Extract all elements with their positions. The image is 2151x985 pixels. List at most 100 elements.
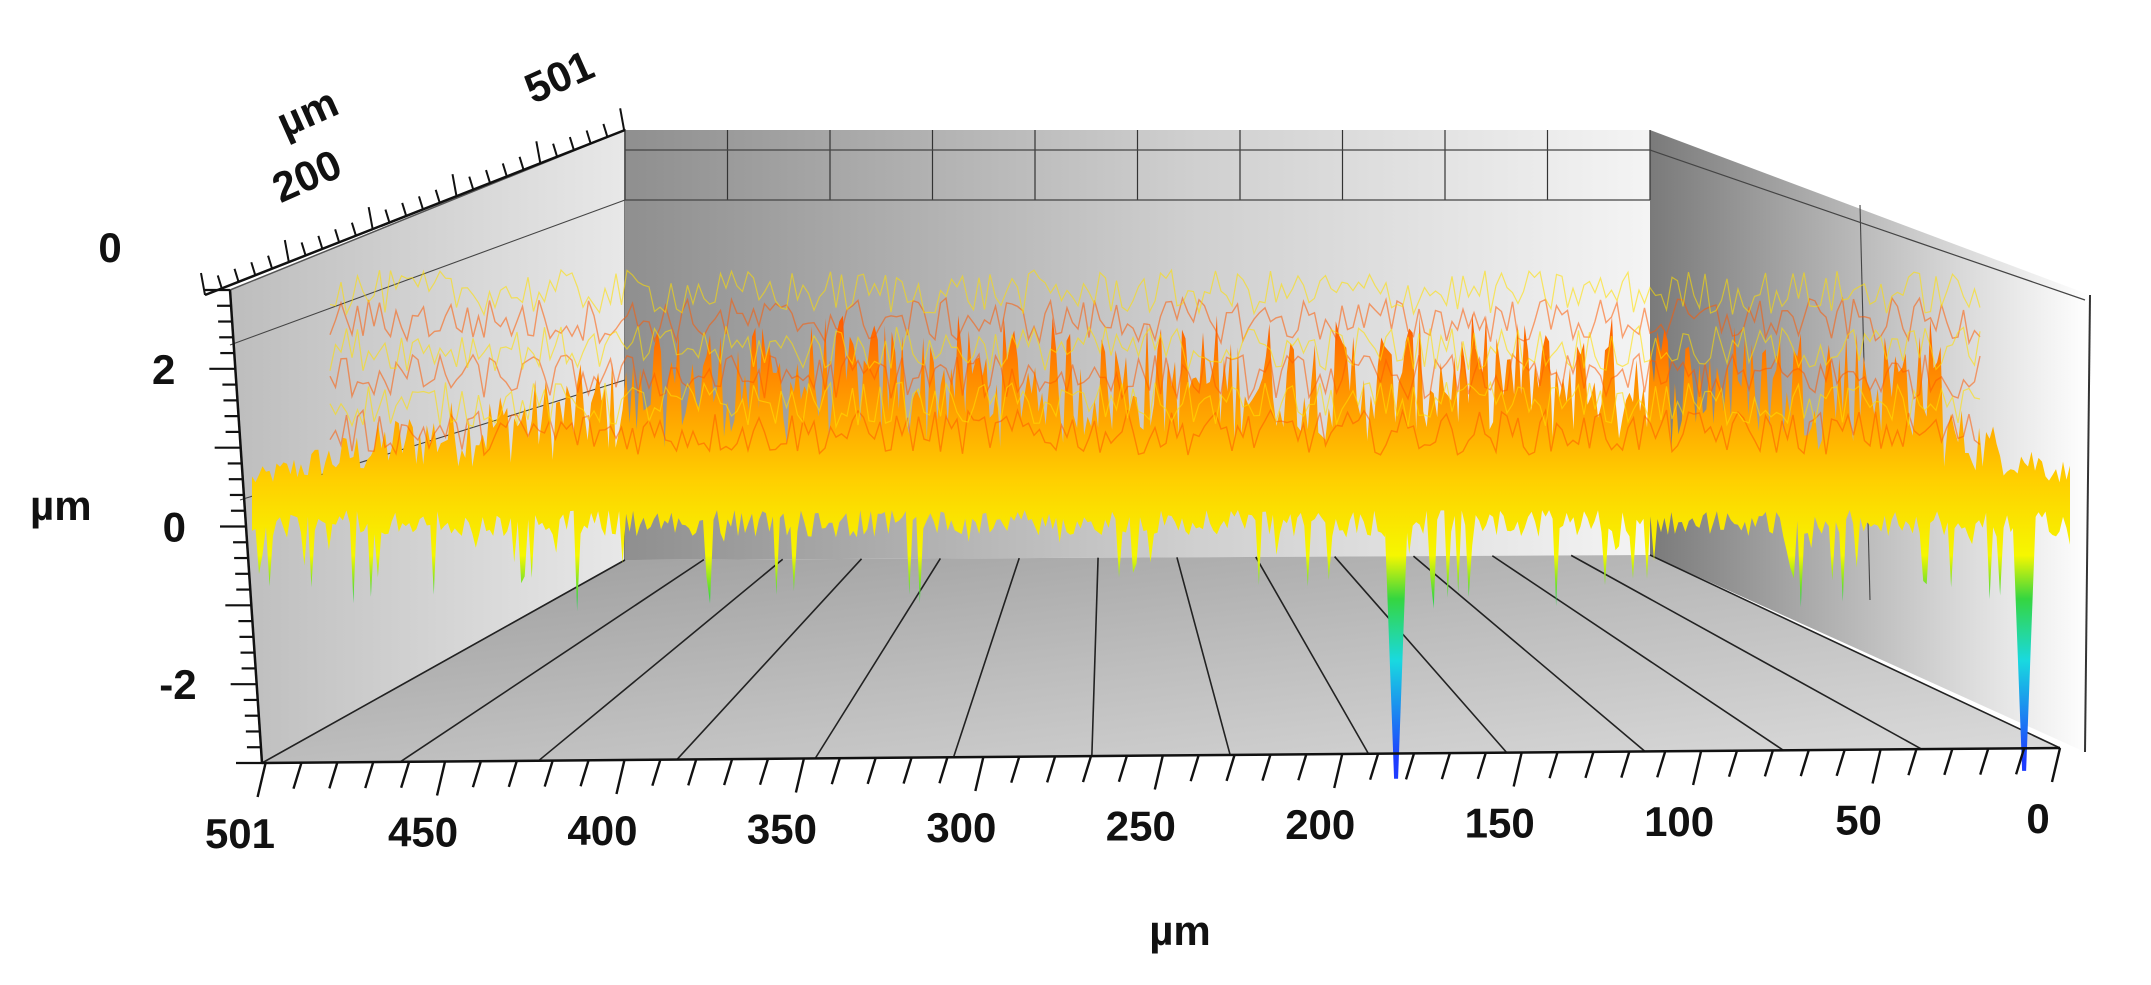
x-tick xyxy=(1117,755,1129,783)
deep-pits xyxy=(1384,504,2037,779)
x-tick xyxy=(1584,751,1595,779)
floor-grid-line xyxy=(1091,557,1099,757)
floor-grid-line xyxy=(1334,556,1508,754)
y-tick xyxy=(434,189,441,204)
floor-grid-line xyxy=(399,558,705,763)
right-frame-edge xyxy=(2084,294,2091,753)
z-tick-label: 0 xyxy=(163,504,186,551)
y-tick xyxy=(485,169,491,184)
z-tick-label: 2 xyxy=(152,346,175,393)
x-tick xyxy=(1189,754,1200,782)
x-tick xyxy=(292,762,303,790)
x-tick xyxy=(1979,748,1990,775)
x-axis-line xyxy=(261,746,2061,765)
x-tick xyxy=(543,760,554,787)
x-tick xyxy=(830,757,841,785)
x-tick xyxy=(722,758,734,786)
z-tick-labels: 2 0 -2 xyxy=(152,346,197,708)
floor-grid-line xyxy=(676,558,863,761)
surface-ridges-secondary xyxy=(329,268,1981,430)
x-tick xyxy=(328,762,339,789)
y-tick-label: 200 xyxy=(265,140,348,211)
x-axis: 501 450 400 350 300 250 200 150 100 50 0 µm xyxy=(205,746,2062,954)
y-tick xyxy=(535,141,542,164)
x-tick xyxy=(1081,755,1093,783)
x-tick xyxy=(1045,756,1057,783)
x-tick xyxy=(364,761,375,789)
y-tick xyxy=(283,239,290,263)
x-tick xyxy=(794,758,806,793)
x-tick xyxy=(1799,749,1810,777)
z-tick-label: -2 xyxy=(159,661,196,708)
y-tick xyxy=(300,242,307,256)
z-axis: 2 0 -2 µm xyxy=(30,288,264,765)
x-tick xyxy=(651,759,662,787)
x-tick xyxy=(615,759,626,795)
y-minor-ticks xyxy=(200,108,626,296)
x-tick xyxy=(1620,751,1631,778)
x-tick xyxy=(471,760,483,788)
x-minor-ticks xyxy=(256,747,2062,798)
floor xyxy=(262,555,2060,763)
x-tick-label: 250 xyxy=(1106,802,1176,849)
x-tick xyxy=(758,758,770,786)
deep-pit xyxy=(2012,504,2037,771)
x-tick xyxy=(2014,747,2026,775)
y-tick xyxy=(619,108,626,131)
y-tick xyxy=(451,174,458,197)
z-axis-label: µm xyxy=(30,482,92,529)
x-tick xyxy=(1548,751,1559,779)
x-tick-label: 450 xyxy=(388,808,458,855)
x-tick xyxy=(1261,754,1272,781)
x-tick xyxy=(579,759,590,787)
y-tick xyxy=(552,143,559,157)
wall-grid-line xyxy=(1649,149,2086,301)
y-tick xyxy=(317,235,324,250)
y-tick xyxy=(334,229,341,243)
x-tick xyxy=(2050,747,2062,783)
x-tick xyxy=(1225,754,1236,782)
x-tick xyxy=(1727,750,1739,778)
y-tick xyxy=(350,222,357,237)
y-axis-line xyxy=(204,128,626,297)
x-tick-label: 400 xyxy=(567,807,637,854)
y-tick-label: 0 xyxy=(98,224,121,271)
x-tick xyxy=(1010,756,1021,784)
y-tick xyxy=(418,196,424,210)
x-tick-label: 50 xyxy=(1835,796,1882,843)
y-tick xyxy=(568,136,575,151)
floor-grid-line xyxy=(1491,555,1784,751)
x-tick xyxy=(507,760,518,788)
y-axis: 0 200 501 µm xyxy=(98,41,626,297)
x-axis-label: µm xyxy=(1149,907,1211,954)
y-tick xyxy=(367,206,374,230)
y-tick xyxy=(468,176,475,190)
y-tick-label: 501 xyxy=(518,41,601,112)
x-tick xyxy=(1656,750,1667,778)
y-tick xyxy=(200,272,206,296)
x-tick-label: 0 xyxy=(2026,795,2049,842)
deep-pit xyxy=(1384,504,1409,779)
x-tick-labels: 501 450 400 350 300 250 200 150 100 50 0 xyxy=(205,795,2050,857)
x-tick xyxy=(1691,750,1703,786)
x-tick xyxy=(256,762,267,798)
x-tick xyxy=(902,757,913,784)
floor-grid-line xyxy=(952,557,1020,758)
x-tick xyxy=(1440,752,1452,780)
x-tick xyxy=(866,757,877,785)
x-tick xyxy=(1871,749,1882,784)
y-tick xyxy=(602,123,609,138)
y-tick xyxy=(401,202,408,217)
y-tick xyxy=(250,261,257,276)
x-tick xyxy=(974,756,985,792)
y-tick xyxy=(501,163,508,177)
x-tick xyxy=(1297,753,1308,781)
x-tick-label: 350 xyxy=(747,805,817,852)
x-tick xyxy=(1404,753,1416,780)
floor-grid-line xyxy=(1570,554,1923,750)
y-tick xyxy=(267,255,274,269)
y-axis-label: µm xyxy=(270,78,345,146)
x-tick xyxy=(1333,753,1344,789)
x-tick xyxy=(687,759,698,786)
x-tick xyxy=(938,756,949,784)
